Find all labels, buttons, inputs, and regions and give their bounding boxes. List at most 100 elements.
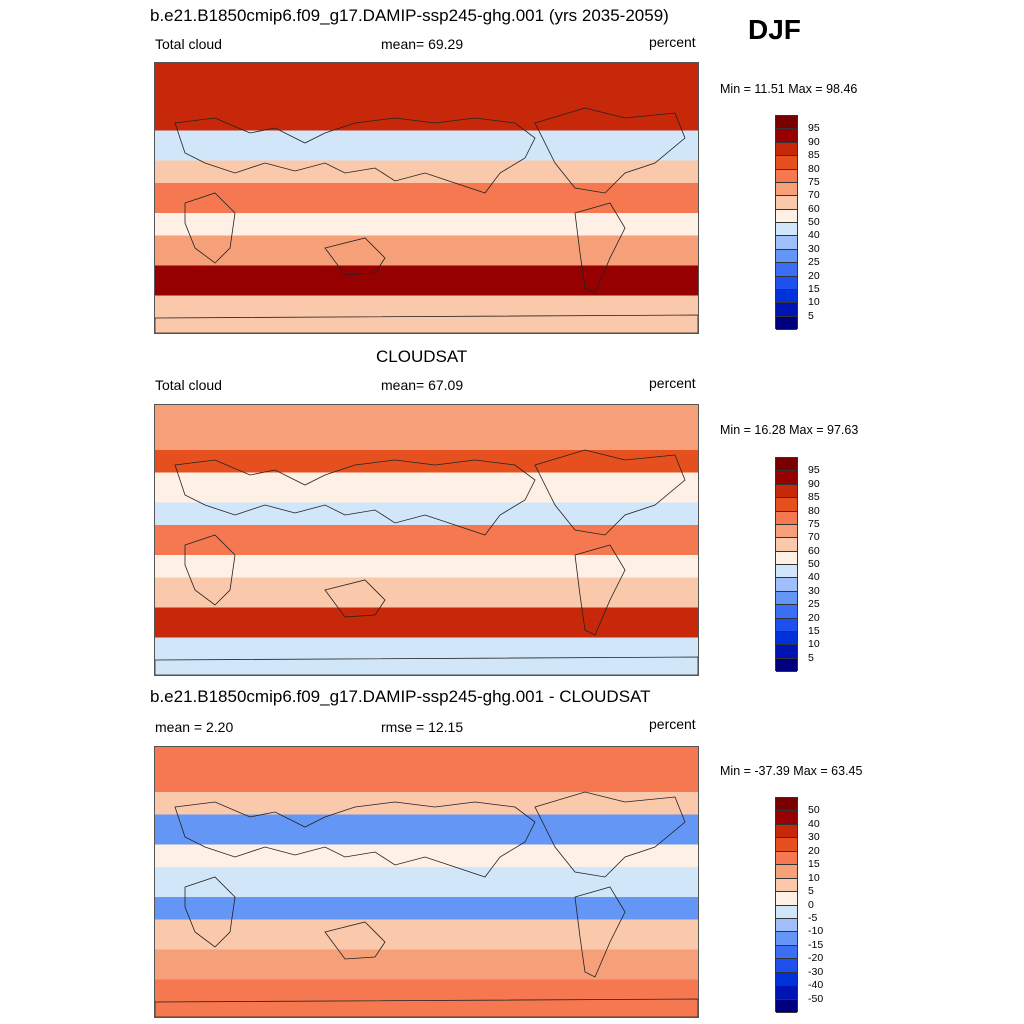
panel-1-title: b.e21.B1850cmip6.f09_g17.DAMIP-ssp245-gh… xyxy=(150,6,669,25)
coastline xyxy=(184,534,236,606)
colorbar-swatch xyxy=(776,156,797,170)
lat-band xyxy=(155,897,698,920)
colorbar-swatch xyxy=(776,471,797,485)
colorbar-tick-label: 5 xyxy=(808,309,814,322)
colorbar-swatch xyxy=(776,959,797,973)
colorbar-tick-label: 25 xyxy=(808,598,820,611)
coastline xyxy=(574,886,626,978)
coastline xyxy=(324,921,386,960)
colorbar-swatch xyxy=(776,824,797,839)
colorbar-swatch xyxy=(776,276,797,290)
lat-band xyxy=(155,607,698,638)
colorbar-tick-label: 5 xyxy=(808,651,814,664)
lat-band xyxy=(155,844,698,867)
colorbar-swatch xyxy=(776,838,797,852)
colorbar-tick-label: 0 xyxy=(808,898,814,911)
panel-2-left-label: Total cloud xyxy=(155,377,222,393)
lat-band xyxy=(155,979,698,1017)
colorbar-tick-label: 15 xyxy=(808,858,820,871)
colorbar-swatch xyxy=(776,892,797,906)
panel-2-map xyxy=(154,404,699,676)
coastline xyxy=(534,449,686,536)
coastline xyxy=(184,876,236,948)
panel-3-title: b.e21.B1850cmip6.f09_g17.DAMIP-ssp245-gh… xyxy=(150,687,651,706)
panel-3-units: percent xyxy=(649,716,696,732)
lat-band xyxy=(155,502,698,525)
coastline xyxy=(534,791,686,878)
lat-band xyxy=(155,577,698,608)
colorbar-tick-label: 85 xyxy=(808,491,820,504)
coastline xyxy=(174,459,536,536)
colorbar-swatch xyxy=(776,538,797,552)
colorbar-swatch xyxy=(776,605,797,619)
panel-1-units: percent xyxy=(649,34,696,50)
panel-2-units: percent xyxy=(649,375,696,391)
colorbar-swatch xyxy=(776,236,797,250)
colorbar-tick-label: -40 xyxy=(808,979,824,992)
colorbar-tick-label: 20 xyxy=(808,844,820,857)
coastline xyxy=(174,117,536,194)
panel-3-minmax: Min = -37.39 Max = 63.45 xyxy=(720,764,863,778)
panel-1-left-label: Total cloud xyxy=(155,36,222,52)
colorbar-swatch xyxy=(776,578,797,592)
colorbar-tick-label: 50 xyxy=(808,804,820,817)
colorbar-tick-label: 75 xyxy=(808,175,820,188)
colorbar-tick-label: 90 xyxy=(808,135,820,148)
colorbar-swatch xyxy=(776,209,797,223)
colorbar-tick-label: 40 xyxy=(808,229,820,242)
panel-1-minmax: Min = 11.51 Max = 98.46 xyxy=(720,82,858,96)
panel-3-map xyxy=(154,746,699,1018)
colorbar-tick-label: 5 xyxy=(808,885,814,898)
colorbar-tick-label: 75 xyxy=(808,517,820,530)
coastline xyxy=(324,579,386,618)
colorbar-tick-label: -10 xyxy=(808,925,824,938)
colorbar-swatch xyxy=(776,182,797,197)
coastline xyxy=(174,801,536,878)
colorbar-swatch xyxy=(776,524,797,539)
colorbar-swatch xyxy=(776,918,797,933)
lat-band xyxy=(155,867,698,897)
panel-3-left-label: mean = 2.20 xyxy=(155,719,234,735)
colorbar-tick-label: 10 xyxy=(808,871,820,884)
colorbar-swatch xyxy=(776,289,797,304)
lat-band xyxy=(155,160,698,183)
panel-1-colorbar xyxy=(775,115,798,330)
season-label: DJF xyxy=(748,14,801,45)
colorbar-tick-label: 70 xyxy=(808,189,820,202)
colorbar-tick-label: 10 xyxy=(808,296,820,309)
panel-2-mean: mean= 67.09 xyxy=(381,377,464,393)
colorbar-tick-label: 80 xyxy=(808,162,820,175)
colorbar-swatch xyxy=(776,249,797,264)
lat-band xyxy=(155,130,698,161)
colorbar-tick-label: -15 xyxy=(808,938,824,951)
colorbar-tick-label: 85 xyxy=(808,149,820,162)
colorbar-swatch xyxy=(776,811,797,825)
colorbar-tick-label: 15 xyxy=(808,282,820,295)
colorbar-swatch xyxy=(776,905,797,919)
colorbar-swatch xyxy=(776,591,797,606)
colorbar-swatch xyxy=(776,484,797,499)
colorbar-swatch xyxy=(776,972,797,987)
coastline xyxy=(574,544,626,636)
colorbar-swatch xyxy=(776,316,797,330)
colorbar-tick-label: 40 xyxy=(808,571,820,584)
colorbar-swatch xyxy=(776,169,797,183)
lat-band xyxy=(155,637,698,675)
colorbar-tick-label: 30 xyxy=(808,242,820,255)
colorbar-swatch xyxy=(776,645,797,659)
colorbar-tick-label: 40 xyxy=(808,817,820,830)
coastline xyxy=(324,237,386,276)
coastline xyxy=(574,202,626,294)
lat-band xyxy=(155,405,698,450)
coastline xyxy=(534,107,686,194)
colorbar-tick-label: 20 xyxy=(808,611,820,624)
panel-2-colorbar xyxy=(775,457,798,672)
colorbar-swatch xyxy=(776,511,797,525)
coastline xyxy=(155,314,698,333)
lat-band xyxy=(155,919,698,950)
panel-3-rmse: rmse = 12.15 xyxy=(381,719,464,735)
lat-band xyxy=(155,183,698,213)
colorbar-swatch xyxy=(776,658,797,672)
colorbar-tick-label: 95 xyxy=(808,464,820,477)
lat-band xyxy=(155,814,698,845)
